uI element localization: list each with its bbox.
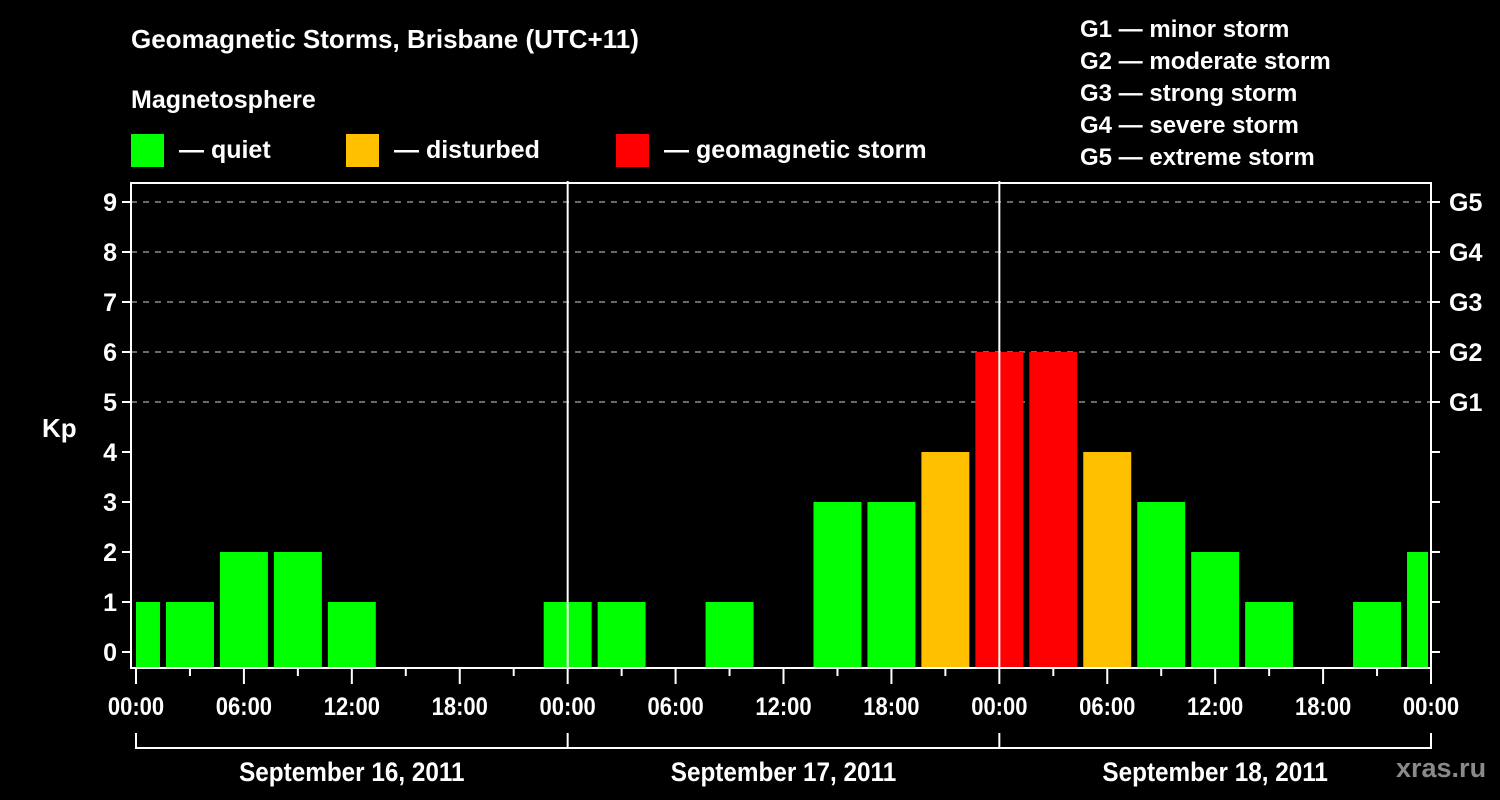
y-tick-label: 3 [103, 489, 117, 517]
legend-label: — disturbed [394, 135, 540, 164]
g-scale-label: G4 [1449, 239, 1482, 267]
g-scale-legend: G1 — minor storm G2 — moderate storm G3 … [1080, 14, 1331, 174]
g-legend-item: G3 — strong storm [1080, 80, 1298, 107]
g-scale-label: G3 [1449, 289, 1482, 317]
kp-bar [1245, 602, 1294, 668]
x-tick-label: 06:00 [1079, 693, 1135, 721]
g-scale-label: G1 [1449, 389, 1482, 417]
kp-bar [1353, 602, 1402, 668]
kp-bar [165, 602, 214, 668]
y-tick-label: 1 [103, 589, 117, 617]
y-tick-label: 2 [103, 539, 117, 567]
g-scale-label: G5 [1449, 189, 1482, 217]
y-axis-label: Kp [42, 413, 77, 443]
g-legend-item: G1 — minor storm [1080, 16, 1290, 43]
kp-bar [1191, 552, 1240, 668]
kp-bar [1407, 552, 1428, 668]
legend-item-disturbed: — disturbed [346, 133, 540, 167]
x-tick-label: 18:00 [432, 693, 488, 721]
x-tick-label: 18:00 [863, 693, 919, 721]
disturbed-swatch-icon [346, 133, 379, 167]
y-tick-label: 9 [103, 189, 117, 217]
g-legend-item: G5 — extreme storm [1080, 144, 1315, 171]
legend-label: — geomagnetic storm [664, 135, 927, 164]
g-scale-label: G2 [1449, 339, 1482, 367]
day-label: September 17, 2011 [671, 758, 896, 787]
legend-label: — quiet [179, 135, 271, 164]
kp-bar [867, 502, 916, 668]
kp-bar [1083, 452, 1132, 668]
x-tick-label: 18:00 [1295, 693, 1351, 721]
chart-title: Geomagnetic Storms, Brisbane (UTC+11) [131, 24, 639, 54]
y-tick-label: 7 [103, 289, 117, 317]
x-tick-label: 06:00 [216, 693, 272, 721]
kp-bar [705, 602, 754, 668]
y-tick-label: 4 [103, 439, 117, 467]
day-label: September 16, 2011 [239, 758, 464, 787]
kp-bar [136, 602, 160, 668]
g-legend-item: G4 — severe storm [1080, 112, 1299, 139]
legend-item-storm: — geomagnetic storm [616, 133, 927, 167]
day-label: September 18, 2011 [1102, 758, 1327, 787]
y-tick-label: 8 [103, 239, 117, 267]
legend-item-quiet: — quiet [131, 133, 271, 167]
kp-bar [1029, 352, 1078, 668]
g-legend-item: G2 — moderate storm [1080, 48, 1331, 75]
legend-subtitle: Magnetosphere [131, 86, 316, 114]
x-tick-label: 00:00 [540, 693, 596, 721]
x-tick-label: 12:00 [1187, 693, 1243, 721]
x-tick-label: 12:00 [324, 693, 380, 721]
kp-bar [1137, 502, 1186, 668]
storm-swatch-icon [616, 133, 649, 167]
kp-bar [327, 602, 376, 668]
kp-bar [273, 552, 322, 668]
kp-bar [597, 602, 646, 668]
day-bracket [135, 733, 1432, 749]
kp-bar [813, 502, 862, 668]
watermark: xras.ru [1396, 753, 1487, 783]
plot-frame [130, 182, 1432, 669]
y-tick-label: 5 [103, 389, 117, 417]
y-tick-label: 0 [103, 639, 117, 667]
quiet-swatch-icon [131, 133, 164, 167]
x-tick-label: 00:00 [108, 693, 164, 721]
kp-bar [219, 552, 268, 668]
y-tick-label: 6 [103, 339, 117, 367]
kp-bar [921, 452, 970, 668]
x-tick-label: 12:00 [755, 693, 811, 721]
x-tick-label: 00:00 [1403, 693, 1459, 721]
x-tick-label: 00:00 [971, 693, 1027, 721]
x-tick-label: 06:00 [647, 693, 703, 721]
